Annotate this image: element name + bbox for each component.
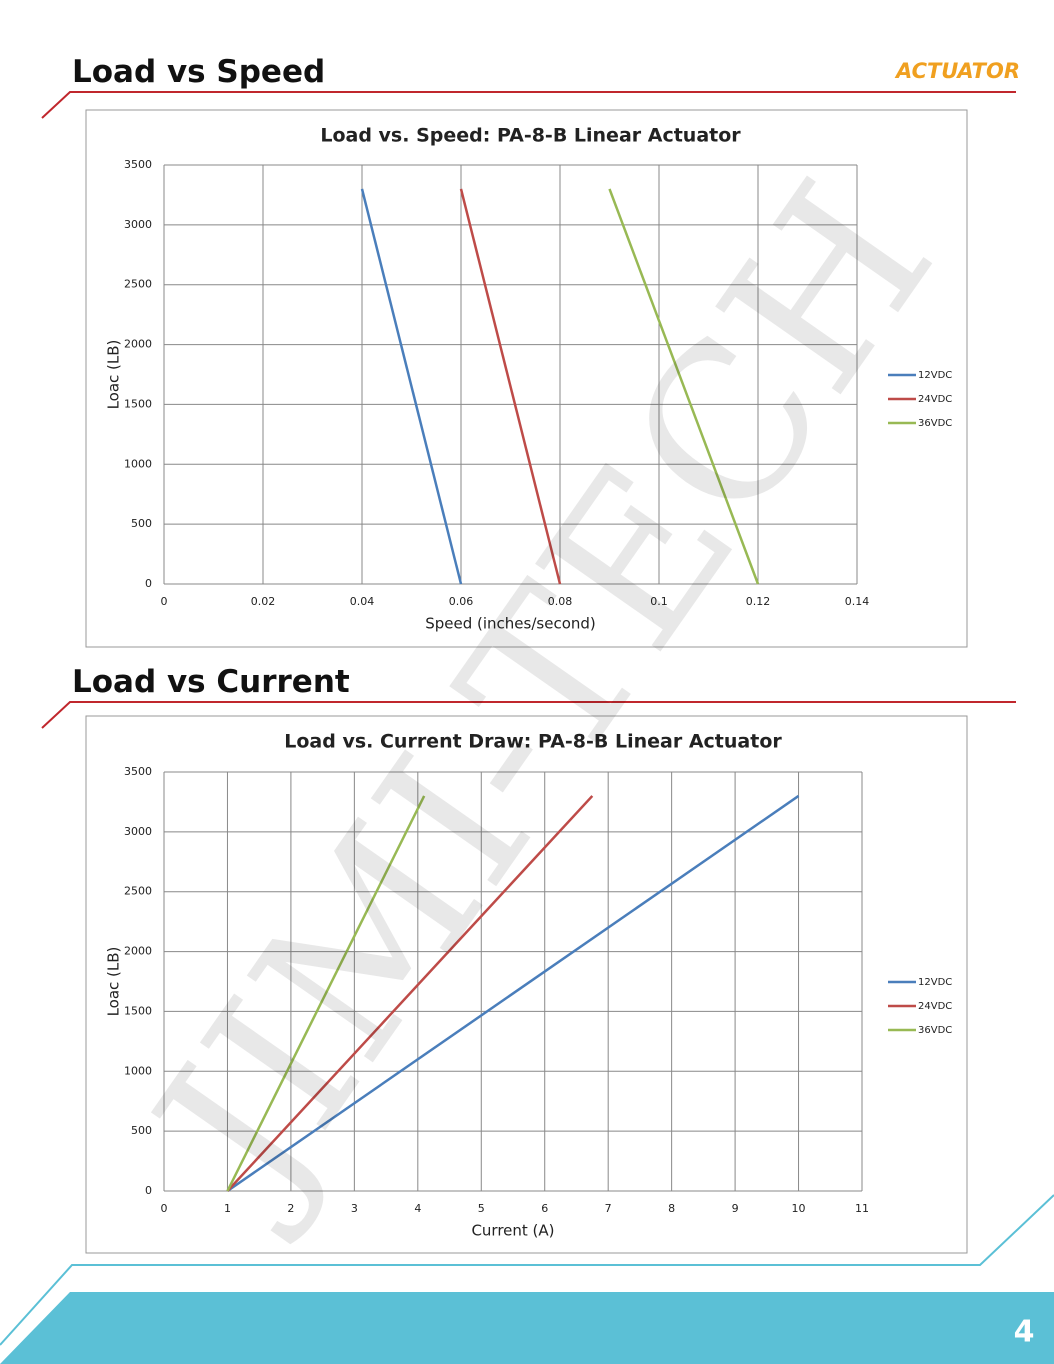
y-tick-label: 2000 — [124, 945, 152, 958]
chart-frame — [85, 715, 968, 1254]
y-tick-label: 0 — [145, 577, 152, 590]
legend-label: 24VDC — [918, 394, 952, 405]
legend-label: 12VDC — [918, 977, 952, 988]
logo: ACTUATOR — [894, 59, 1020, 83]
x-tick-label: 10 — [792, 1202, 806, 1215]
x-tick-label: 9 — [732, 1202, 739, 1215]
x-tick-label: 5 — [478, 1202, 485, 1215]
y-tick-label: 3000 — [124, 825, 152, 838]
data-line — [226, 795, 426, 1192]
x-tick-label: 0.06 — [449, 595, 474, 608]
legend-label: 12VDC — [918, 370, 952, 381]
data-line — [226, 794, 800, 1193]
chart-title: Load vs. Current Draw: PA-8-B Linear Act… — [284, 731, 782, 753]
heading-rule — [41, 91, 1016, 119]
legend-label: 36VDC — [918, 418, 952, 429]
x-tick-label: 2 — [287, 1202, 294, 1215]
x-tick-label: 4 — [414, 1202, 421, 1215]
y-tick-label: 500 — [131, 1124, 152, 1137]
x-tick-label: 0.14 — [845, 595, 870, 608]
footer-line — [0, 1194, 1054, 1346]
x-axis-label: Current (A) — [471, 1222, 554, 1240]
page-number: 4 — [1014, 1315, 1035, 1350]
heading-rule — [41, 701, 1016, 729]
y-tick-label: 3500 — [124, 158, 152, 171]
y-tick-label: 0 — [145, 1184, 152, 1197]
legend-label: 36VDC — [918, 1025, 952, 1036]
y-tick-label: 3000 — [124, 218, 152, 231]
data-line — [360, 188, 463, 585]
chart-title: Load vs. Speed: PA-8-B Linear Actuator — [320, 125, 741, 147]
y-tick-label: 2500 — [124, 885, 152, 898]
y-tick-label: 2500 — [124, 278, 152, 291]
y-tick-label: 3500 — [124, 765, 152, 778]
x-tick-label: 8 — [668, 1202, 675, 1215]
data-line — [459, 188, 562, 585]
x-axis-label: Speed (inches/second) — [425, 615, 596, 633]
legend-label: 24VDC — [918, 1001, 952, 1012]
y-tick-label: 1500 — [124, 1004, 152, 1017]
x-tick-label: 0.02 — [251, 595, 276, 608]
x-tick-label: 3 — [351, 1202, 358, 1215]
x-tick-label: 0 — [161, 595, 168, 608]
data-line — [226, 795, 594, 1192]
x-tick-label: 0.04 — [350, 595, 375, 608]
section-heading: Load vs Speed — [72, 54, 325, 90]
x-tick-label: 1 — [224, 1202, 231, 1215]
chart-frame — [85, 109, 968, 648]
section-heading: Load vs Current — [72, 664, 350, 700]
y-tick-label: 500 — [131, 517, 152, 530]
x-tick-label: 11 — [855, 1202, 869, 1215]
data-line — [608, 188, 760, 585]
y-tick-label: 1000 — [124, 1064, 152, 1077]
footer-band — [0, 1292, 1054, 1364]
x-tick-label: 0 — [161, 1202, 168, 1215]
y-tick-label: 1000 — [124, 457, 152, 470]
x-tick-label: 6 — [541, 1202, 548, 1215]
x-tick-label: 0.08 — [548, 595, 573, 608]
y-axis-label: Loac (LB) — [105, 340, 123, 410]
y-tick-label: 1500 — [124, 397, 152, 410]
y-tick-label: 2000 — [124, 338, 152, 351]
x-tick-label: 0.1 — [650, 595, 668, 608]
x-tick-label: 7 — [605, 1202, 612, 1215]
y-axis-label: Loac (LB) — [105, 947, 123, 1017]
x-tick-label: 0.12 — [746, 595, 771, 608]
